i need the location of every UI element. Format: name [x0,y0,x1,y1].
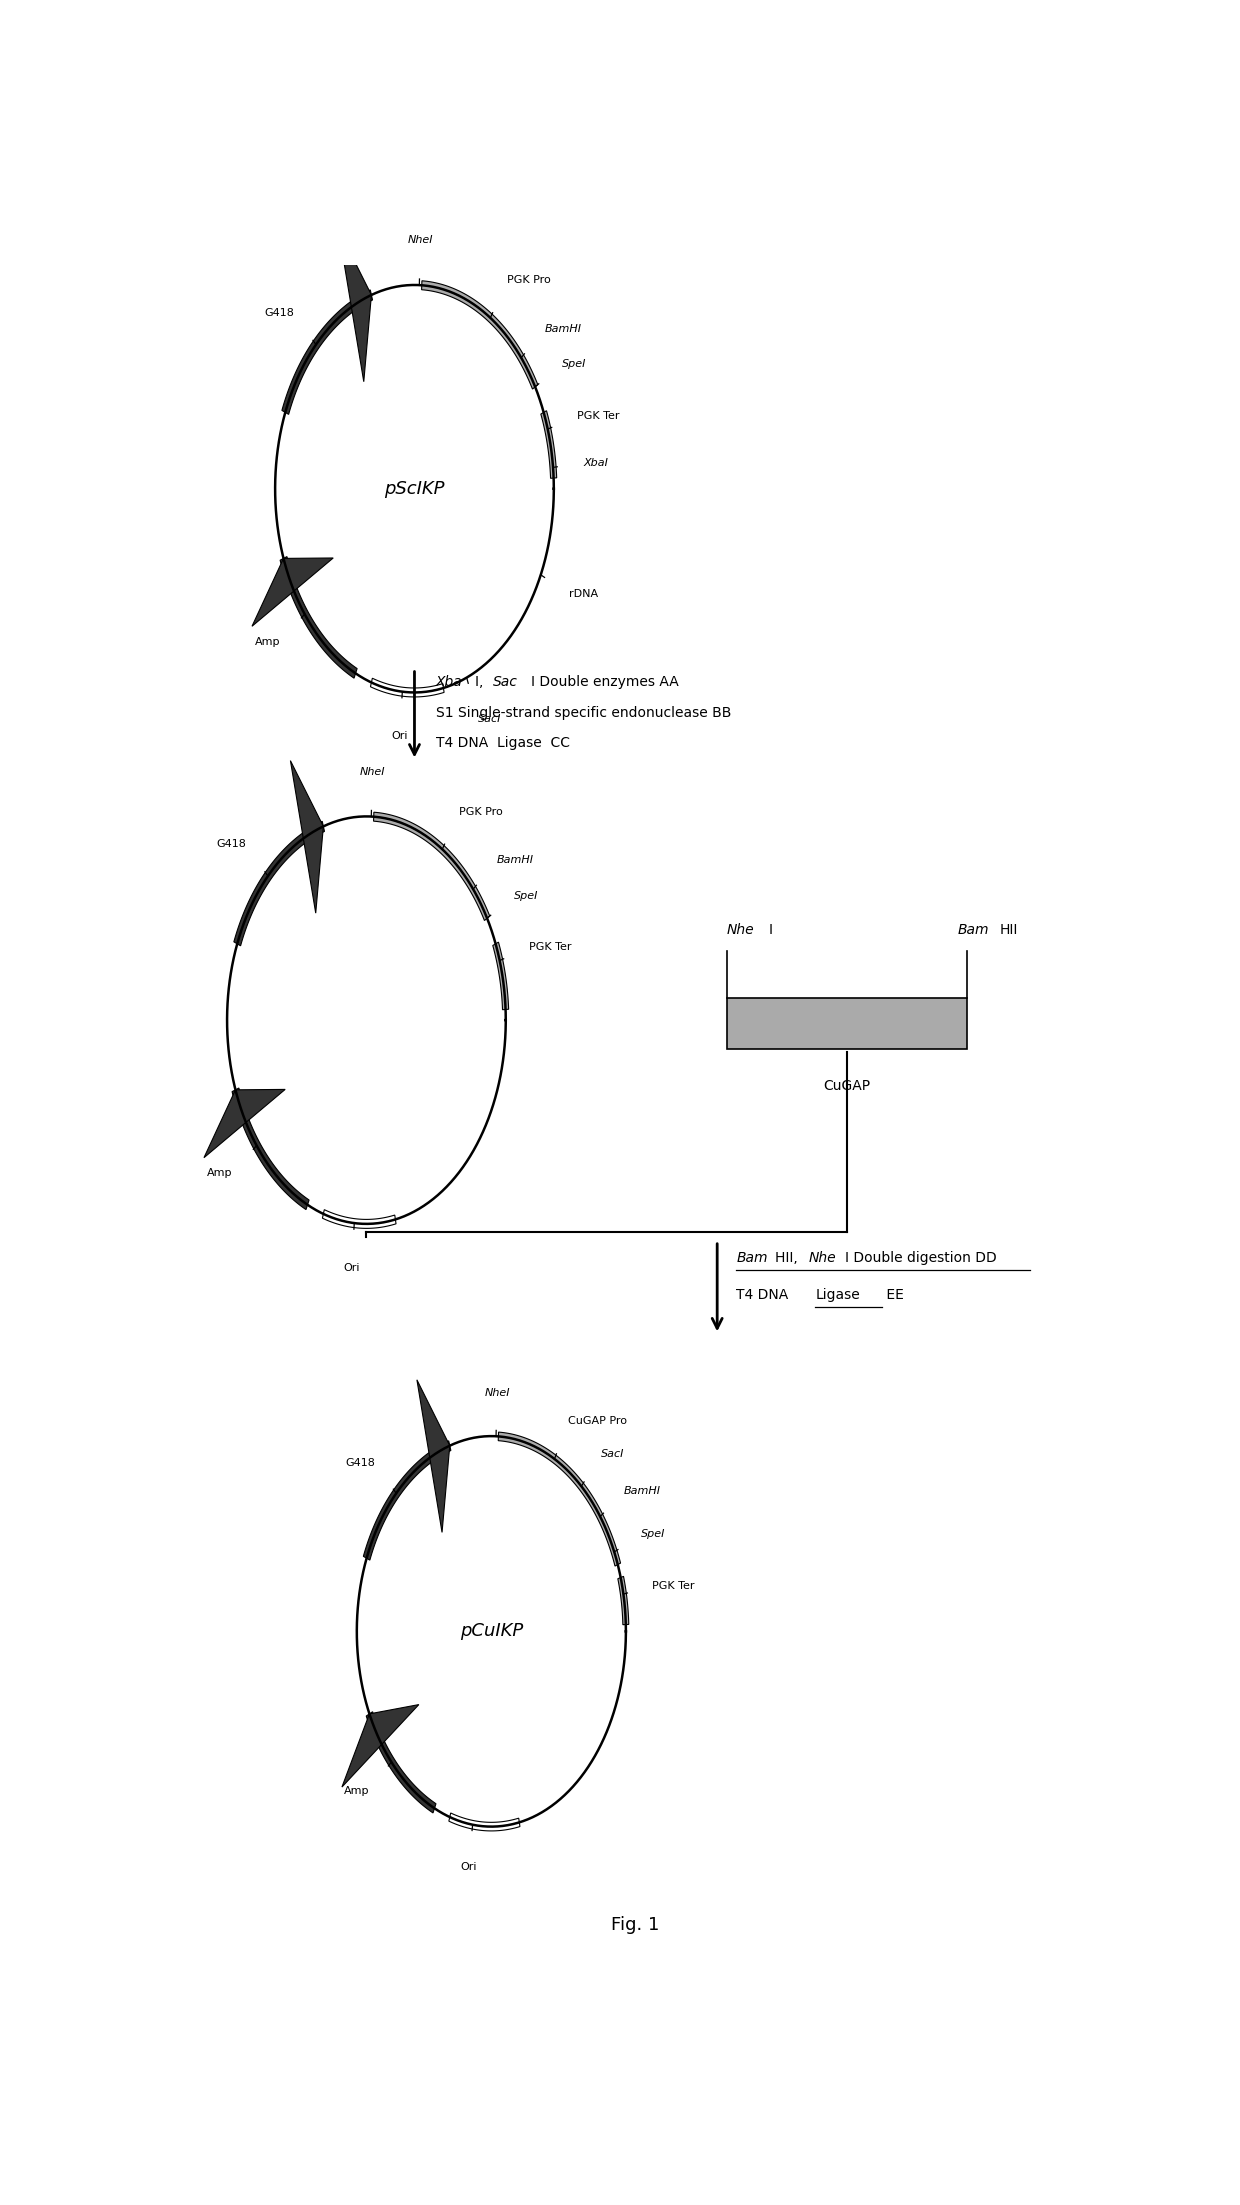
Text: I: I [769,924,773,937]
Text: XbaI: XbaI [584,459,609,467]
Text: I Double enzymes AA: I Double enzymes AA [531,675,678,690]
Text: G418: G418 [216,840,247,849]
Text: NheI: NheI [360,767,386,776]
Text: Ori: Ori [343,1263,360,1272]
Polygon shape [618,1577,629,1625]
Text: G418: G418 [264,309,294,318]
Polygon shape [541,410,557,478]
Text: Amp: Amp [255,637,280,646]
Text: SpeI: SpeI [562,359,587,370]
Text: NheI: NheI [485,1389,510,1398]
Polygon shape [290,761,324,913]
Polygon shape [422,280,538,388]
Polygon shape [342,1704,419,1786]
Polygon shape [232,1087,309,1211]
Text: SpeI: SpeI [513,891,538,902]
Text: SacI: SacI [601,1449,625,1460]
Polygon shape [363,1440,451,1561]
Text: Fig. 1: Fig. 1 [611,1916,660,1934]
Polygon shape [203,1089,285,1158]
Text: pCuIKP: pCuIKP [460,1623,523,1641]
Text: I Double digestion DD: I Double digestion DD [844,1250,997,1266]
Polygon shape [339,229,372,381]
Text: Amp: Amp [343,1786,370,1795]
Polygon shape [371,679,444,697]
Polygon shape [281,289,372,415]
Polygon shape [492,942,508,1010]
Text: pScIKP: pScIKP [384,481,445,498]
Text: S1 Single-strand specific endonuclease BB: S1 Single-strand specific endonuclease B… [435,706,732,719]
Text: T4 DNA: T4 DNA [737,1288,794,1303]
Text: Sac: Sac [494,675,518,690]
Text: Bam: Bam [957,924,990,937]
Text: Nhe: Nhe [808,1250,836,1266]
Text: NheI: NheI [408,236,433,245]
Text: Ori: Ori [392,732,408,741]
Text: PGK Ter: PGK Ter [529,942,572,953]
Polygon shape [498,1431,620,1566]
Polygon shape [449,1813,520,1830]
Polygon shape [280,556,357,679]
Text: G418: G418 [346,1458,376,1469]
Text: Ori: Ori [460,1863,476,1872]
Text: rDNA: rDNA [569,589,598,600]
Text: HII: HII [999,924,1018,937]
Bar [727,999,967,1050]
Text: PGK Pro: PGK Pro [459,807,502,816]
Text: CuGAP Pro: CuGAP Pro [568,1416,627,1427]
Text: CuGAP: CuGAP [823,1080,870,1094]
Text: Xba: Xba [435,675,463,690]
Text: PGK Pro: PGK Pro [507,276,551,284]
Text: BamHI: BamHI [497,856,533,864]
Text: PGK Ter: PGK Ter [577,410,620,421]
Text: I,: I, [475,675,492,690]
Text: Nhe: Nhe [727,924,754,937]
Polygon shape [417,1380,450,1532]
Text: T4 DNA  Ligase  CC: T4 DNA Ligase CC [435,736,569,750]
Text: Amp: Amp [207,1169,232,1177]
Polygon shape [234,820,325,946]
Text: Ligase: Ligase [815,1288,861,1303]
Text: SpeI: SpeI [641,1530,666,1539]
Text: Bam: Bam [737,1250,768,1266]
Text: BamHI: BamHI [624,1486,661,1497]
Text: SacI: SacI [479,714,501,723]
Polygon shape [322,1211,396,1228]
Polygon shape [373,811,490,919]
Polygon shape [366,1711,436,1813]
Text: PGK Ter: PGK Ter [652,1581,694,1592]
Text: HII,: HII, [775,1250,802,1266]
Polygon shape [252,558,334,626]
Text: EE: EE [883,1288,904,1303]
Text: BamHI: BamHI [544,324,582,333]
